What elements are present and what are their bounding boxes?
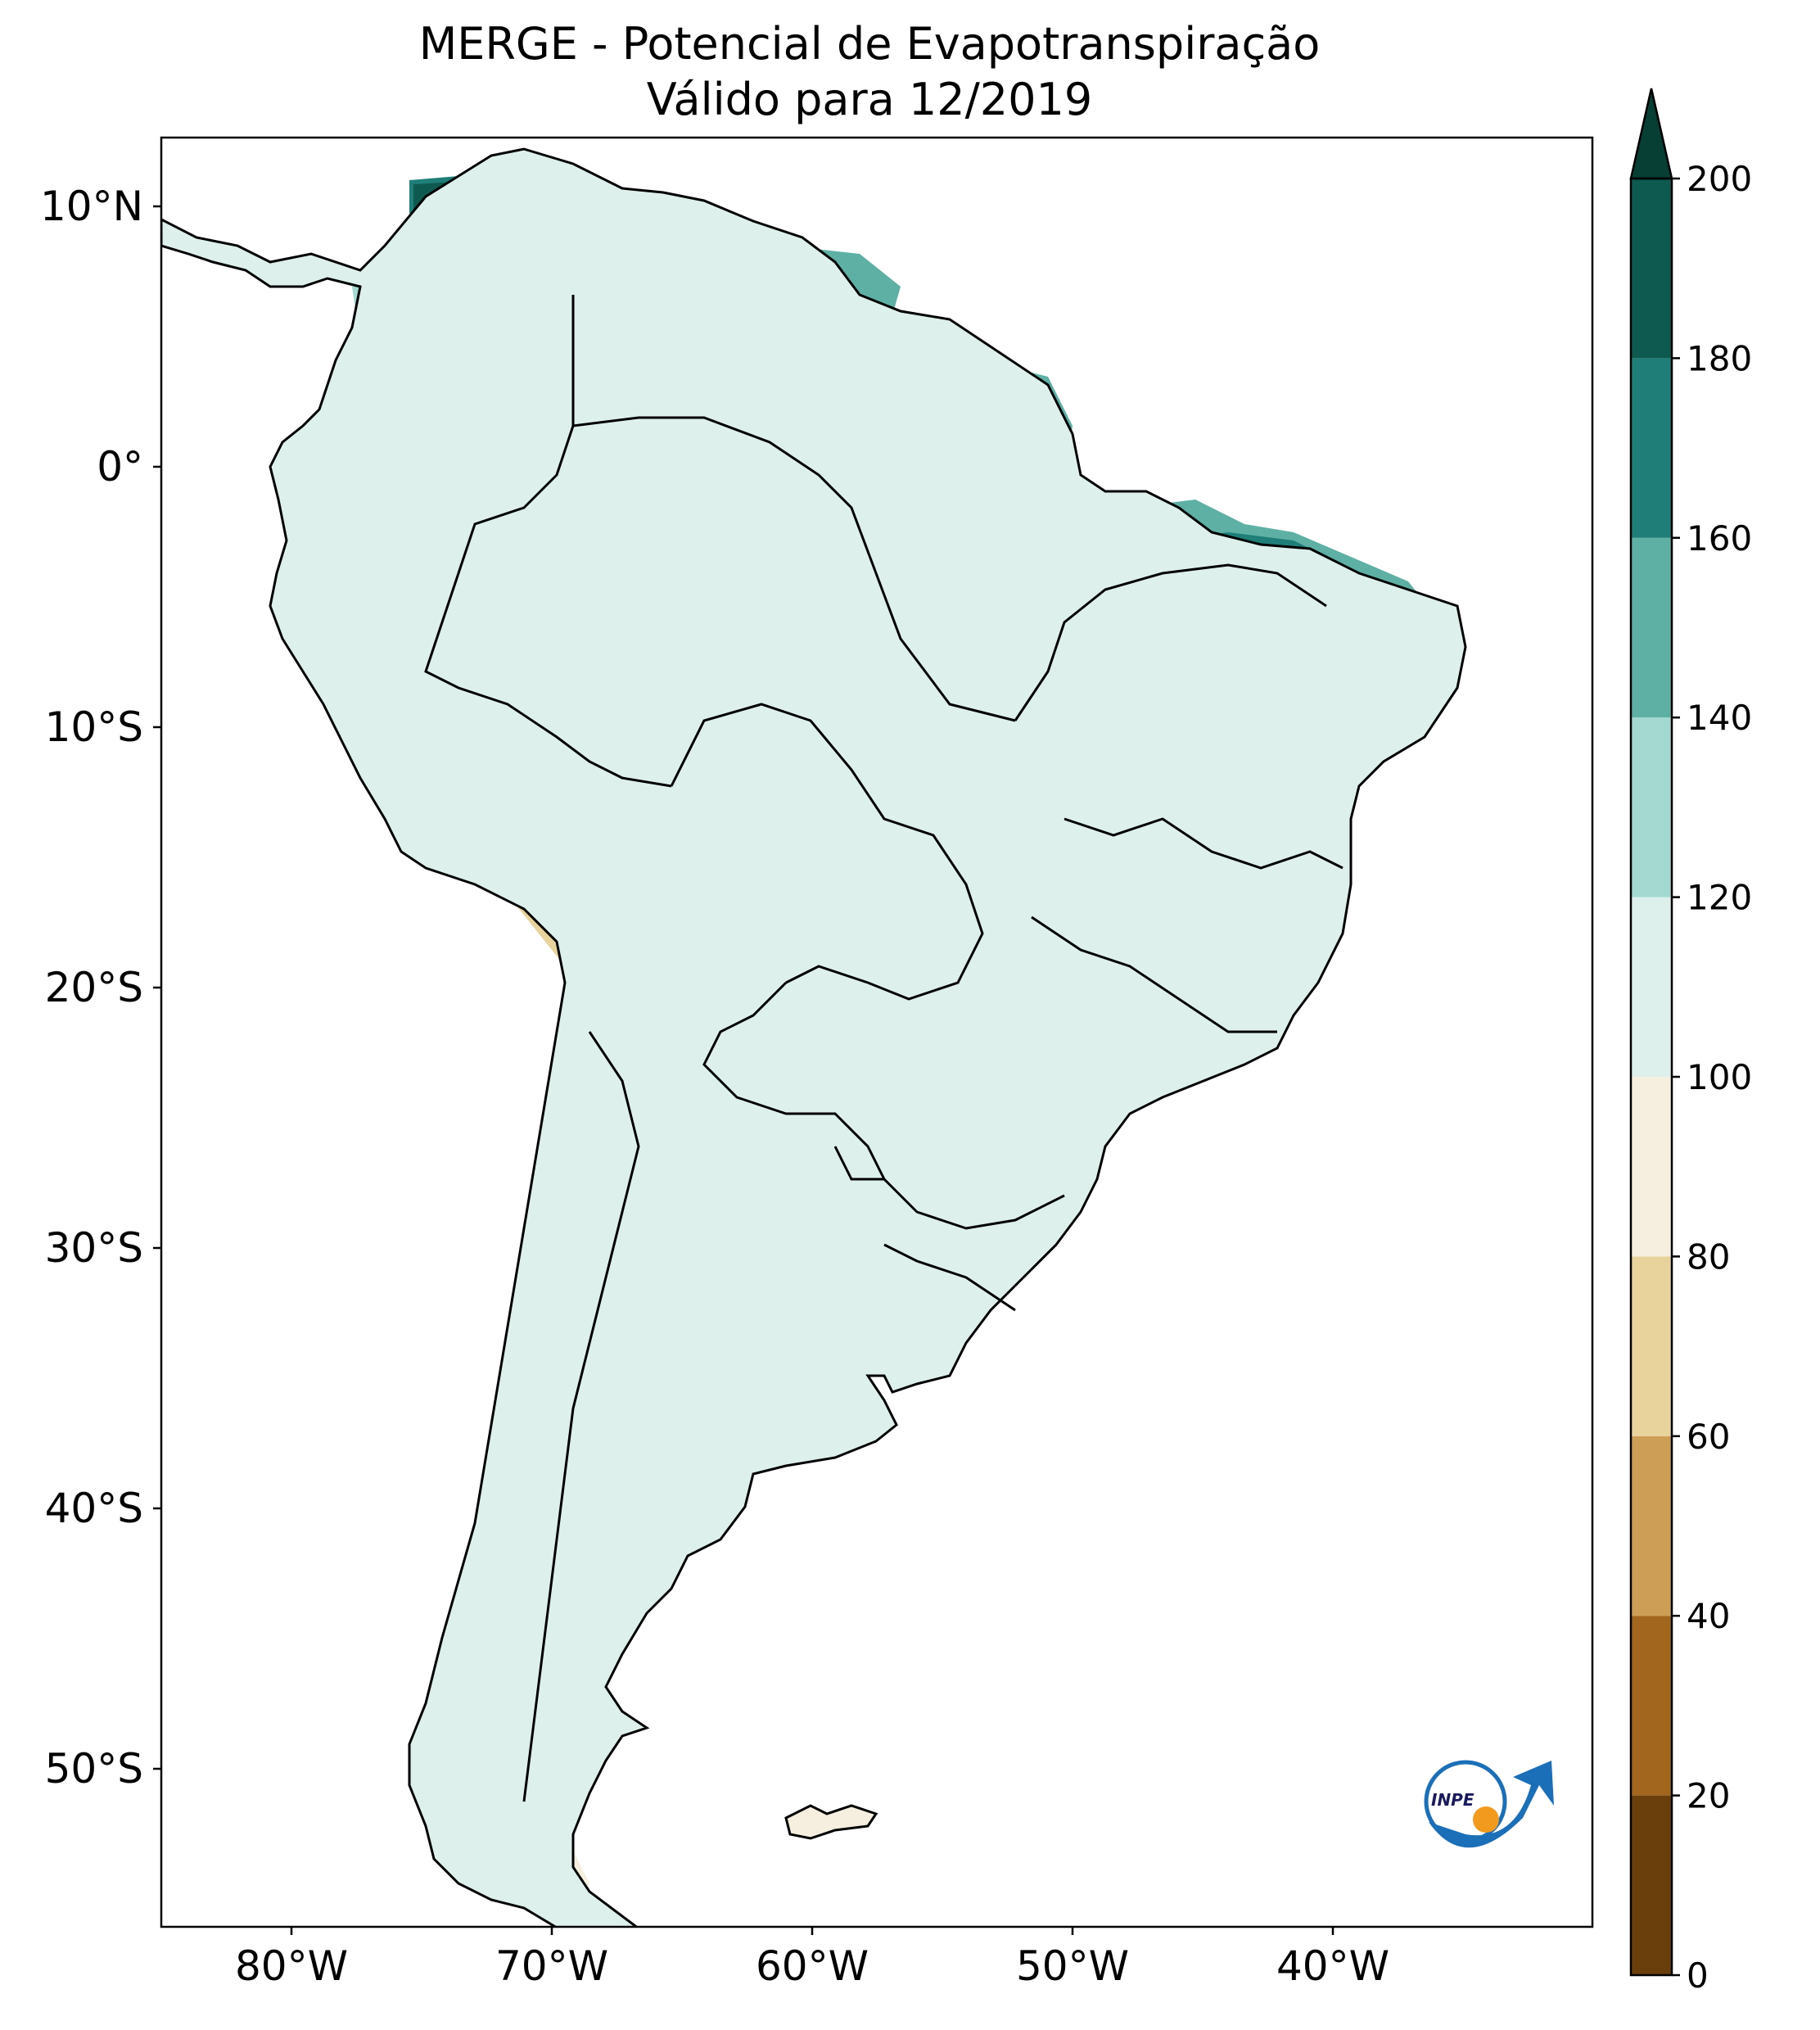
falkland-islands <box>784 1804 878 1840</box>
y-tick-label: 10°N <box>40 183 143 230</box>
colorbar-tick-label: 20 <box>1687 1776 1730 1816</box>
y-tick-label: 40°S <box>45 1485 143 1532</box>
x-tick-label: 60°W <box>756 1942 869 1990</box>
y-tick-label: 10°S <box>45 703 143 751</box>
colorbar-segment <box>1631 897 1672 1077</box>
y-tick-label: 50°S <box>45 1745 143 1793</box>
colorbar-tick-label: 0 <box>1687 1955 1709 1996</box>
x-tick-label: 70°W <box>495 1942 608 1990</box>
colorbar-tick-label: 40 <box>1687 1596 1730 1636</box>
title-line-2: Válido para 12/2019 <box>647 74 1092 125</box>
colorbar-tick-label: 200 <box>1687 159 1752 199</box>
colorbar-segment <box>1631 179 1672 359</box>
colorbar-tick-label: 60 <box>1687 1417 1730 1457</box>
y-tick-label: 20°S <box>45 964 143 1011</box>
logo-text: INPE <box>1431 1790 1475 1810</box>
y-axis-ticks: 10°N 0° 10°S 20°S 30°S 40°S 50°S <box>40 183 161 1793</box>
colorbar-segment <box>1631 1795 1672 1975</box>
colorbar-segment <box>1631 1077 1672 1257</box>
title-line-1: MERGE - Potencial de Evapotranspiração <box>419 18 1321 70</box>
colorbar: 0 20 40 60 80 100 120 140 160 180 200 <box>1629 88 1752 1996</box>
colorbar-segment <box>1631 717 1672 897</box>
colorbar-extend-arrow <box>1629 88 1673 180</box>
x-tick-label: 80°W <box>235 1942 348 1990</box>
colorbar-tick-label: 140 <box>1687 698 1752 738</box>
x-axis-ticks: 80°W 70°W 60°W 50°W 40°W <box>235 1927 1389 1990</box>
map-panel: INPE <box>161 138 1592 1927</box>
colorbar-segment <box>1631 1256 1672 1436</box>
coastlines-borders <box>161 147 1467 1927</box>
y-tick-label: 30°S <box>45 1224 143 1272</box>
x-tick-label: 40°W <box>1276 1942 1389 1990</box>
colorbar-segment <box>1631 537 1672 718</box>
x-tick-label: 50°W <box>1016 1942 1129 1990</box>
logo-swoosh <box>1429 1761 1554 1848</box>
logo-sun <box>1473 1806 1499 1833</box>
colorbar-tick-label: 80 <box>1687 1237 1730 1277</box>
colorbar-segment <box>1631 358 1672 538</box>
colorbar-tick-label: 100 <box>1687 1057 1752 1097</box>
colorbar-tick-label: 160 <box>1687 518 1752 558</box>
map-frame <box>160 136 1594 1928</box>
colorbar-tick-label: 120 <box>1687 878 1752 918</box>
colorbar-segment <box>1631 1435 1672 1616</box>
y-tick-label: 0° <box>97 443 143 491</box>
colorbar-tick-label: 180 <box>1687 338 1752 378</box>
colorbar-segment <box>1631 1616 1672 1796</box>
inpe-logo: INPE <box>1424 1760 1554 1848</box>
